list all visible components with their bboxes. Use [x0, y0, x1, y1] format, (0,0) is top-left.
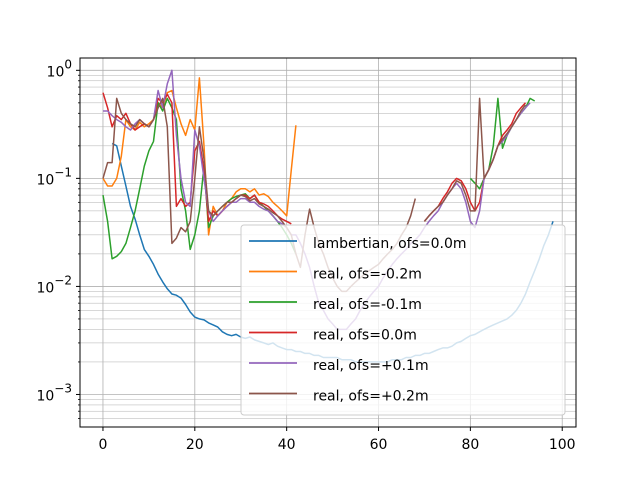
x-tick-label: 40 — [278, 437, 296, 453]
y-tick-label: 10−3 — [36, 381, 72, 404]
legend-label-2: real, ofs=-0.1m — [313, 297, 422, 313]
legend-label-1: real, ofs=-0.2m — [313, 267, 422, 283]
series-line-5 — [423, 97, 527, 222]
legend-label-3: real, ofs=0.0m — [313, 328, 417, 344]
legend-box — [240, 224, 566, 416]
y-tick-label: 10−1 — [36, 165, 72, 188]
y-tick-label: 10−2 — [36, 273, 72, 296]
legend-label-0: lambertian, ofs=0.0m — [313, 236, 467, 252]
axes-frame — [79, 57, 577, 428]
x-tick-label: 60 — [370, 437, 388, 453]
x-tick-label: 100 — [549, 437, 576, 453]
axis-ticks: 0 20 40 60 80 100 10−3 10−2 10−1 100 — [36, 57, 575, 453]
legend-label-4: real, ofs=+0.1m — [313, 358, 429, 374]
x-tick-label: 0 — [99, 437, 108, 453]
x-tick-label: 20 — [186, 437, 204, 453]
legend: lambertian, ofs=0.0m real, ofs=-0.2m real,… — [240, 224, 566, 416]
x-tick-label: 80 — [461, 437, 479, 453]
legend-label-5: real, ofs=+0.2m — [313, 389, 429, 405]
y-tick-label: 100 — [47, 57, 72, 80]
